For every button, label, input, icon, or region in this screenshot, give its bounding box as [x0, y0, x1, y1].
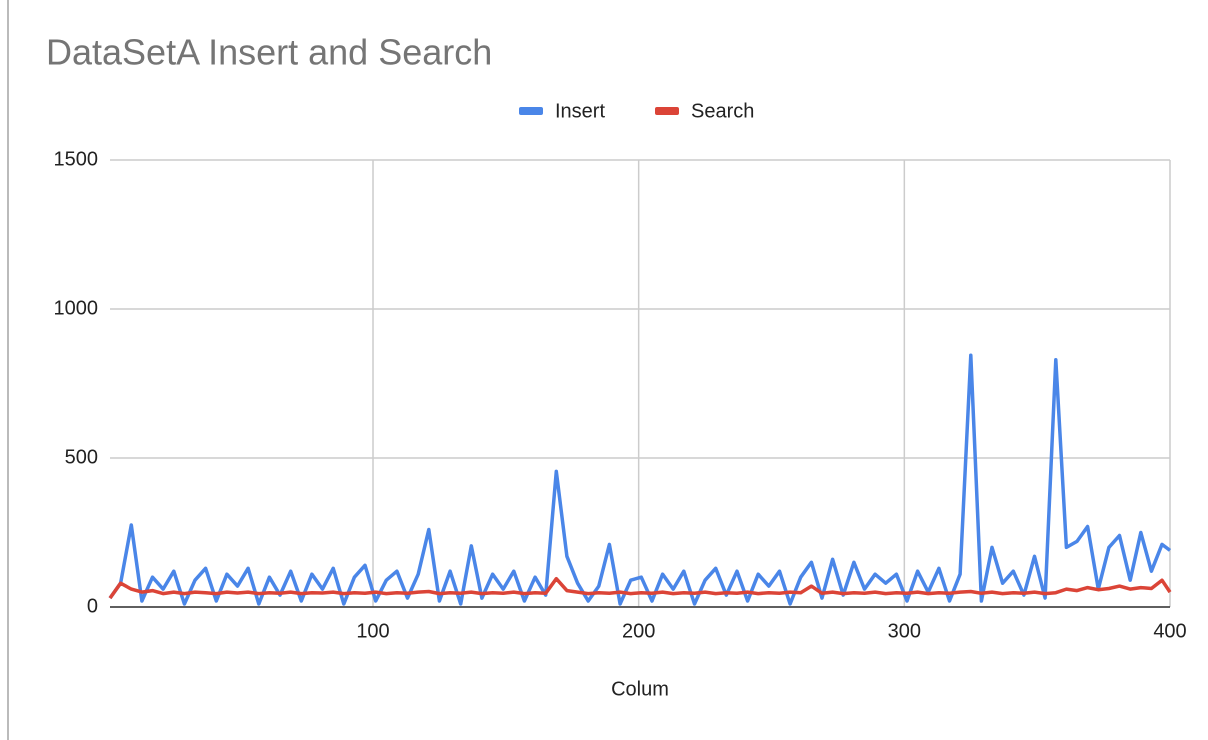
series-line: [108, 576, 1172, 600]
y-tick-label: 500: [65, 446, 98, 468]
legend-label: Insert: [555, 100, 605, 122]
legend-label: Search: [691, 100, 754, 122]
x-axis-label: Colum: [611, 678, 669, 700]
legend: Insert Search: [519, 100, 754, 122]
x-tick-label: 300: [888, 620, 921, 642]
x-tick-label: 400: [1153, 620, 1186, 642]
x-tick-label: 100: [356, 620, 389, 642]
legend-swatch: [519, 107, 543, 115]
legend-swatch: [655, 107, 679, 115]
series-line: [108, 353, 1172, 606]
chart-title: DataSetA Insert and Search: [46, 32, 492, 73]
x-tick-label: 200: [622, 620, 655, 642]
y-tick-label: 1000: [54, 297, 99, 319]
y-tick-label: 0: [87, 595, 98, 617]
y-tick-label: 1500: [54, 148, 99, 170]
